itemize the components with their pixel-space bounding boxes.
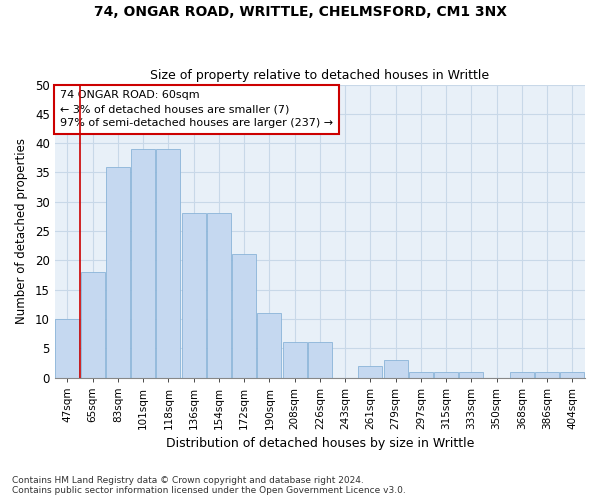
Bar	[535, 372, 559, 378]
Bar	[308, 342, 332, 378]
Title: Size of property relative to detached houses in Writtle: Size of property relative to detached ho…	[150, 69, 490, 82]
X-axis label: Distribution of detached houses by size in Writtle: Distribution of detached houses by size …	[166, 437, 474, 450]
Bar	[383, 360, 407, 378]
Bar	[106, 166, 130, 378]
Bar	[510, 372, 534, 378]
Bar	[55, 319, 79, 378]
Text: Contains HM Land Registry data © Crown copyright and database right 2024.
Contai: Contains HM Land Registry data © Crown c…	[12, 476, 406, 495]
Bar	[207, 214, 231, 378]
Bar	[182, 214, 206, 378]
Bar	[157, 149, 181, 378]
Bar	[283, 342, 307, 378]
Text: 74 ONGAR ROAD: 60sqm
← 3% of detached houses are smaller (7)
97% of semi-detache: 74 ONGAR ROAD: 60sqm ← 3% of detached ho…	[60, 90, 333, 128]
Bar	[409, 372, 433, 378]
Bar	[80, 272, 104, 378]
Bar	[131, 149, 155, 378]
Bar	[358, 366, 382, 378]
Bar	[257, 313, 281, 378]
Bar	[232, 254, 256, 378]
Bar	[460, 372, 484, 378]
Bar	[560, 372, 584, 378]
Y-axis label: Number of detached properties: Number of detached properties	[15, 138, 28, 324]
Text: 74, ONGAR ROAD, WRITTLE, CHELMSFORD, CM1 3NX: 74, ONGAR ROAD, WRITTLE, CHELMSFORD, CM1…	[94, 5, 506, 19]
Bar	[434, 372, 458, 378]
